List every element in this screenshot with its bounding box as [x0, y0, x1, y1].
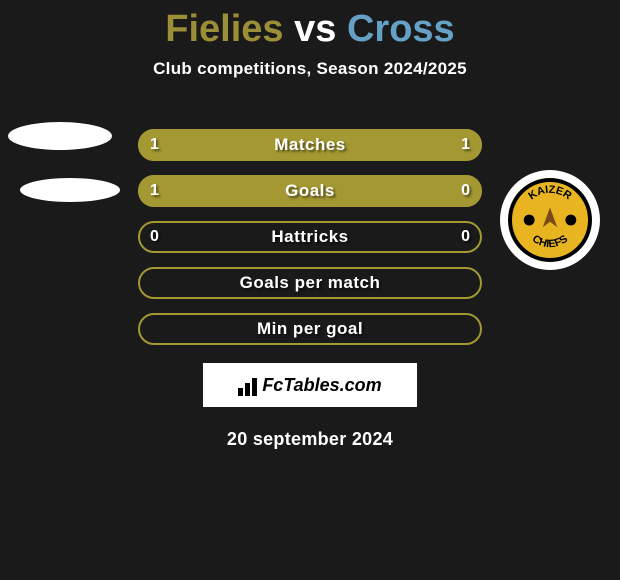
stat-label: Min per goal: [257, 319, 363, 339]
page-title: Fielies vs Cross: [0, 0, 620, 51]
stat-row: Matches 1 1: [138, 129, 482, 161]
stat-label: Hattricks: [271, 227, 348, 247]
branding-badge: FcTables.com: [0, 363, 620, 407]
stat-row: Min per goal: [138, 313, 482, 345]
stat-value-left: 1: [150, 136, 159, 154]
stat-row: Goals per match: [138, 267, 482, 299]
branding-box: FcTables.com: [203, 363, 417, 407]
subtitle: Club competitions, Season 2024/2025: [0, 59, 620, 79]
date-text: 20 september 2024: [0, 429, 620, 450]
stat-value-right: 1: [461, 136, 470, 154]
stat-value-right: 0: [461, 228, 470, 246]
left-team-ellipse-2: [20, 178, 120, 202]
kaizer-chiefs-badge: KAIZER CHIEFS: [508, 178, 592, 262]
badge-bottom-text: CHIEFS: [530, 233, 570, 250]
stat-value-right: 0: [461, 182, 470, 200]
stat-label: Matches: [274, 135, 346, 155]
h2h-infographic: Fielies vs Cross Club competitions, Seas…: [0, 0, 620, 580]
player2-name: Cross: [347, 8, 455, 50]
stat-value-left: 0: [150, 228, 159, 246]
stat-value-left: 1: [150, 182, 159, 200]
right-team-logo: KAIZER CHIEFS: [500, 170, 600, 270]
badge-top-text: KAIZER: [526, 184, 573, 203]
stat-row: Hattricks 0 0: [138, 221, 482, 253]
badge-svg: KAIZER CHIEFS: [512, 178, 588, 262]
player1-name: Fielies: [165, 8, 283, 50]
branding-text: FcTables.com: [262, 375, 381, 396]
stat-label: Goals: [285, 181, 335, 201]
stat-row: Goals 1 0: [138, 175, 482, 207]
stat-label: Goals per match: [240, 273, 381, 293]
vs-text: vs: [294, 8, 336, 50]
left-team-ellipse-1: [8, 122, 112, 150]
chart-icon: [238, 378, 258, 396]
